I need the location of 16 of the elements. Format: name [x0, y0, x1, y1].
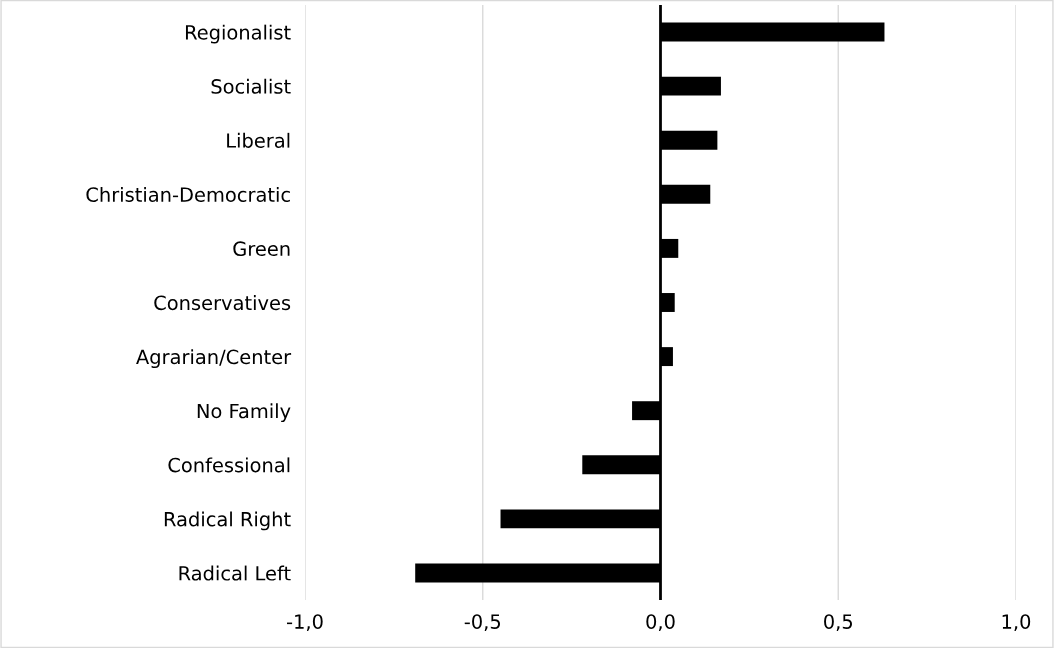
- x-tick-label: 0,5: [824, 614, 853, 631]
- y-tick-label: Christian-Democratic: [86, 186, 290, 202]
- y-tick-label: Radical Right: [164, 511, 291, 531]
- x-tick-label: -1,0: [286, 614, 323, 631]
- x-tick-label: 1,0: [1002, 614, 1031, 631]
- y-tick-label: No Family: [197, 403, 291, 423]
- x-tick-label: -0,5: [464, 614, 501, 631]
- y-tick-label: Socialist: [211, 78, 291, 94]
- y-tick-label: Green: [233, 241, 290, 257]
- y-tick-label: Liberal: [227, 132, 290, 148]
- y-tick-label: Conservatives: [154, 295, 291, 311]
- y-tick-label: Radical Left: [179, 565, 291, 581]
- y-tick-label: Regionalist: [185, 24, 291, 44]
- y-tick-label: Agrarian/Center: [136, 349, 292, 369]
- y-tick-label: Confessional: [168, 457, 290, 473]
- x-tick-label: 0,0: [646, 614, 675, 631]
